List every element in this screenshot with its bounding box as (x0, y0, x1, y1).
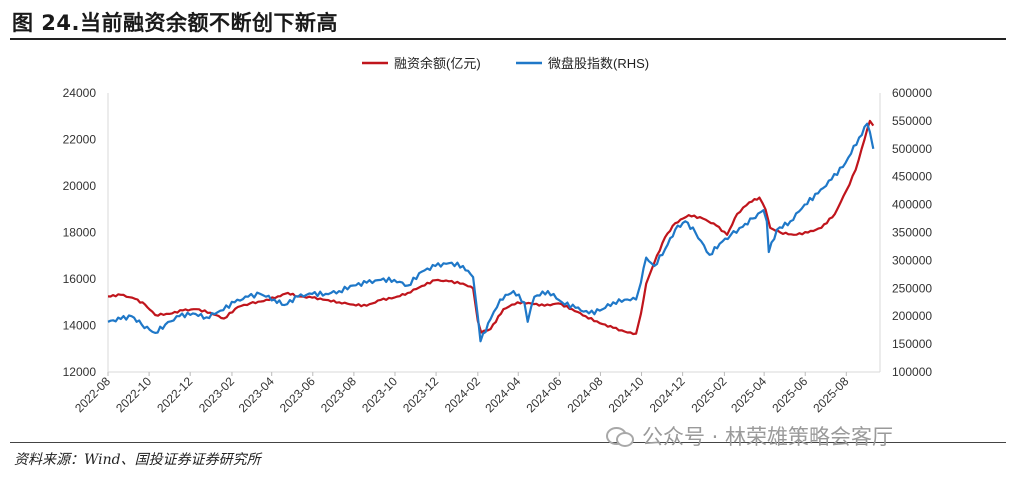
axes: 24000 22000 20000 18000 16000 14000 12000 60000… (63, 86, 933, 415)
y-left-tick-label: 16000 (63, 272, 97, 286)
legend-label: 微盘股指数(RHS) (548, 56, 649, 71)
x-tick-label: 2025-02 (688, 374, 729, 415)
watermark: 公众号 · 林荣雄策略会客厅 (606, 421, 893, 451)
y-right-tick-label: 150000 (892, 337, 932, 351)
plot-area (107, 119, 875, 343)
y-left-tick-label: 14000 (63, 319, 97, 333)
y-left-tick-label: 24000 (63, 86, 97, 100)
y-left-tick-label: 22000 (63, 133, 97, 147)
x-tick-label: 2022-12 (154, 374, 195, 415)
legend: 融资余额(亿元) 微盘股指数(RHS) (362, 56, 649, 71)
y-right-tick-label: 600000 (892, 86, 932, 100)
y-left-tick-label: 20000 (63, 179, 97, 193)
x-tick-label: 2024-10 (606, 374, 647, 415)
x-tick-label: 2022-08 (72, 374, 113, 415)
x-tick-label: 2023-10 (359, 374, 400, 415)
x-tick-label: 2023-04 (236, 374, 277, 415)
x-tick-label: 2023-06 (277, 374, 318, 415)
series-line-margin-balance (107, 119, 875, 336)
x-tick-label: 2024-08 (565, 374, 606, 415)
figure-title: 图 24.当前融资余额不断创下新高 (12, 11, 339, 35)
y-right-tick-label: 450000 (892, 170, 932, 184)
x-tick-label: 2024-02 (442, 374, 483, 415)
title-divider (10, 38, 1006, 40)
y-right-tick-label: 100000 (892, 365, 932, 379)
y-left-tick-label: 18000 (63, 226, 97, 240)
x-tick-label: 2023-12 (400, 374, 441, 415)
x-tick-label: 2025-04 (728, 374, 769, 415)
source-note: 资料来源：Wind、国投证券证券研究所 (14, 452, 261, 468)
x-tick-label: 2024-12 (647, 374, 688, 415)
y-left-tick-label: 12000 (63, 365, 97, 379)
y-right-tick-label: 250000 (892, 281, 932, 295)
wechat-icon (606, 425, 634, 447)
x-tick-label: 2025-08 (810, 374, 851, 415)
x-tick-label: 2024-04 (482, 374, 523, 415)
x-tick-label: 2025-06 (769, 374, 810, 415)
x-tick-label: 2023-02 (196, 374, 237, 415)
series-line-microcap-index (107, 122, 875, 343)
y-right-tick-label: 400000 (892, 198, 932, 212)
x-tick-label: 2023-08 (318, 374, 359, 415)
footer-divider (10, 442, 1006, 443)
watermark-text: 公众号 · 林荣雄策略会客厅 (642, 425, 894, 449)
y-right-tick-label: 350000 (892, 226, 932, 240)
y-right-tick-label: 200000 (892, 309, 932, 323)
legend-label: 融资余额(亿元) (394, 56, 481, 71)
y-right-tick-label: 550000 (892, 114, 932, 128)
y-right-tick-label: 300000 (892, 253, 932, 267)
y-right-tick-label: 500000 (892, 142, 932, 156)
x-tick-label: 2022-10 (113, 374, 154, 415)
x-tick-label: 2024-06 (523, 374, 564, 415)
